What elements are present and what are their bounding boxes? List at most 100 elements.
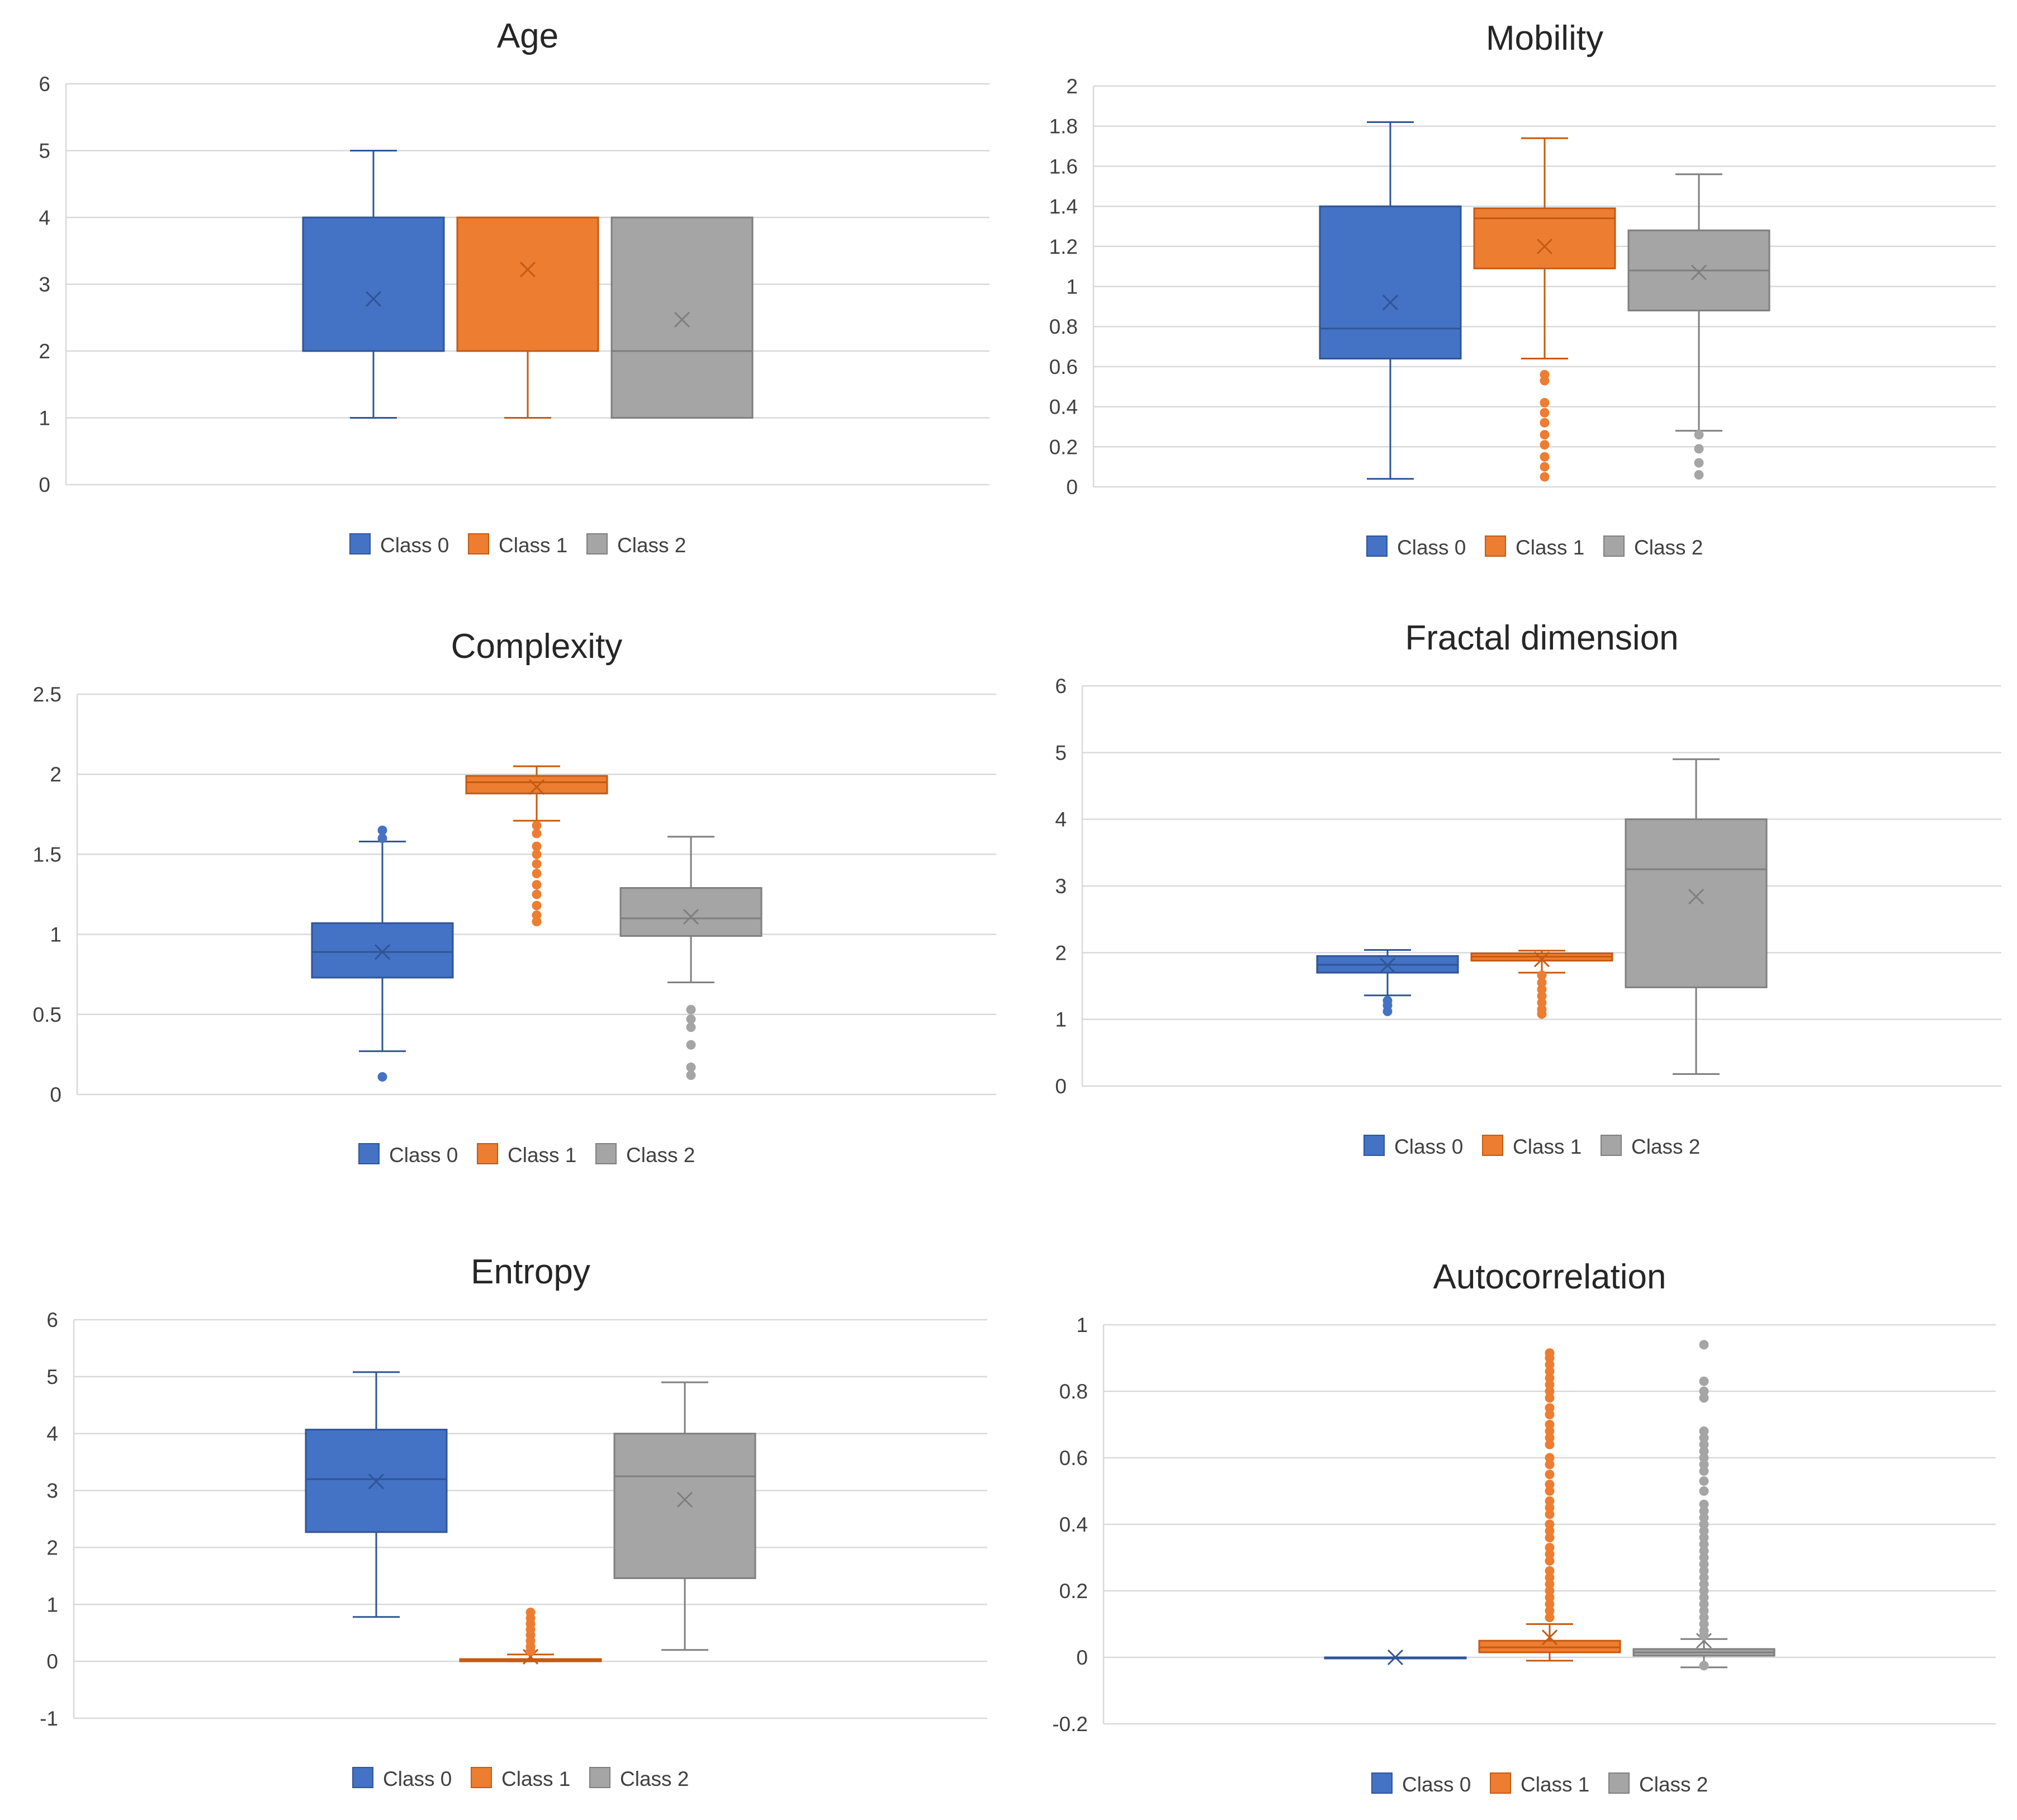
legend-label: Class 1 xyxy=(1516,536,1584,559)
outlier-point xyxy=(377,833,387,843)
y-tick-label: 6 xyxy=(39,73,50,96)
outlier-point xyxy=(1545,1459,1555,1470)
outlier-point xyxy=(1545,1420,1555,1429)
box-class-2 xyxy=(1627,173,1770,480)
y-tick-label: 0 xyxy=(39,473,50,496)
box-iqr xyxy=(1473,207,1616,269)
legend-swatch xyxy=(1371,1772,1393,1794)
y-tick-label: 3 xyxy=(39,273,50,296)
mean-marker xyxy=(365,291,382,307)
mean-marker xyxy=(519,262,536,278)
box-class-1 xyxy=(1470,950,1613,1019)
mean-marker xyxy=(1536,238,1553,254)
legend-swatch xyxy=(352,1767,373,1788)
legend-swatch xyxy=(1601,1135,1622,1156)
outlier-point xyxy=(1699,1519,1709,1529)
outlier-point xyxy=(1545,1519,1555,1529)
outlier-point xyxy=(532,917,542,927)
outlier-point xyxy=(1537,991,1547,1001)
chart-title: Entropy xyxy=(471,1253,590,1291)
box-class-0 xyxy=(1324,1649,1467,1666)
y-tick-label: -1 xyxy=(40,1707,58,1730)
outlier-point xyxy=(1540,407,1550,418)
outlier-point xyxy=(686,1040,696,1050)
outlier-point xyxy=(1545,1586,1555,1596)
outlier-point xyxy=(1699,1393,1709,1403)
outlier-point xyxy=(1545,1572,1555,1582)
legend-item-class-2: Class 2 xyxy=(586,533,686,557)
outlier-point xyxy=(1537,998,1547,1008)
outlier-point xyxy=(1545,1359,1555,1369)
legend-label: Class 2 xyxy=(1634,536,1703,559)
outlier-point xyxy=(532,821,542,831)
outlier-point xyxy=(1545,1426,1555,1436)
y-tick-label: 1 xyxy=(39,407,50,430)
box-class-2 xyxy=(610,216,754,419)
outlier-point xyxy=(1545,1470,1555,1480)
outlier-point xyxy=(1545,1480,1555,1490)
chart-mobility: Mobility 0 0.2 0.4 0.6 0.8 1 1.2 1.4 1.6 1.8 2 Class… xyxy=(1049,19,1996,559)
mean-marker xyxy=(1387,1649,1404,1666)
box-iqr xyxy=(302,216,445,352)
y-tick-label: 5 xyxy=(46,1366,58,1388)
chart-panel-complexity: Complexity 0 0.5 1 1.5 2 2.5 Class 0 Class 1 Clas… xyxy=(0,606,1009,1213)
box-class-1 xyxy=(459,1608,602,1665)
y-tick-label: 0.4 xyxy=(1059,1513,1088,1536)
y-tick-label: 2.5 xyxy=(33,683,61,706)
outlier-point xyxy=(1699,1593,1709,1603)
legend-swatch xyxy=(349,533,371,554)
chart-age: Age 0 1 2 3 4 5 6 Class 0 Class 1 Class 2 xyxy=(39,17,989,557)
outlier-point xyxy=(1699,1553,1709,1562)
box-class-0 xyxy=(1316,949,1459,1016)
y-tick-label: 3 xyxy=(46,1480,58,1503)
outlier-point xyxy=(1699,1586,1709,1596)
mean-marker xyxy=(1696,1633,1712,1649)
outlier-point xyxy=(686,1062,696,1072)
y-tick-label: 4 xyxy=(1055,808,1067,831)
y-tick-label: 0.4 xyxy=(1049,396,1078,419)
chart-complexity: Complexity 0 0.5 1 1.5 2 2.5 Class 0 Class 1 Clas… xyxy=(33,627,996,1167)
outlier-point xyxy=(1545,1353,1555,1363)
outlier-point xyxy=(1545,1509,1555,1519)
outlier-point xyxy=(532,889,542,899)
outlier-point xyxy=(686,1014,696,1024)
outlier-point xyxy=(1540,418,1550,428)
box-iqr xyxy=(613,1433,756,1579)
legend-swatch xyxy=(358,1143,380,1164)
outlier-point xyxy=(1540,430,1550,440)
outlier-point xyxy=(1537,970,1547,980)
legend-label: Class 1 xyxy=(1521,1773,1589,1796)
mean-marker xyxy=(1691,264,1707,281)
y-tick-label: 0 xyxy=(1066,476,1078,499)
outlier-point xyxy=(1699,1340,1709,1350)
legend-swatch xyxy=(477,1143,498,1164)
box-class-2 xyxy=(613,1381,756,1651)
outlier-point xyxy=(1699,1439,1709,1449)
box-class-0 xyxy=(302,150,445,419)
legend-item-class-1: Class 1 xyxy=(468,533,567,557)
outlier-point xyxy=(686,1004,696,1015)
mean-marker xyxy=(528,779,545,795)
y-tick-label: 0 xyxy=(1055,1075,1067,1098)
chart-panel-entropy: Entropy -1 0 1 2 3 4 5 6 Class 0 Class 1 Class 2 xyxy=(0,1213,1009,1819)
outlier-point xyxy=(1545,1503,1555,1513)
y-tick-label: 1.8 xyxy=(1049,115,1078,138)
legend-label: Class 1 xyxy=(1513,1135,1582,1158)
outlier-point xyxy=(1545,1579,1555,1589)
box-class-1 xyxy=(1478,1348,1621,1662)
y-tick-label: 0 xyxy=(46,1650,58,1673)
legend-swatch xyxy=(1482,1135,1503,1156)
outlier-point xyxy=(686,1070,696,1080)
legend-label: Class 2 xyxy=(1639,1773,1708,1796)
legend-item-class-2: Class 2 xyxy=(1601,1135,1700,1158)
outlier-point xyxy=(1699,1619,1709,1629)
outlier-point xyxy=(1540,397,1550,407)
legend-label: Class 0 xyxy=(380,534,449,557)
outlier-point xyxy=(1382,1006,1393,1016)
y-tick-label: 2 xyxy=(1055,941,1067,964)
legend-swatch xyxy=(1608,1772,1630,1794)
legend-swatch xyxy=(1490,1772,1511,1794)
outlier-point xyxy=(1545,1556,1555,1566)
legend-item-class-0: Class 0 xyxy=(1366,535,1466,559)
outlier-point xyxy=(1545,1606,1555,1616)
